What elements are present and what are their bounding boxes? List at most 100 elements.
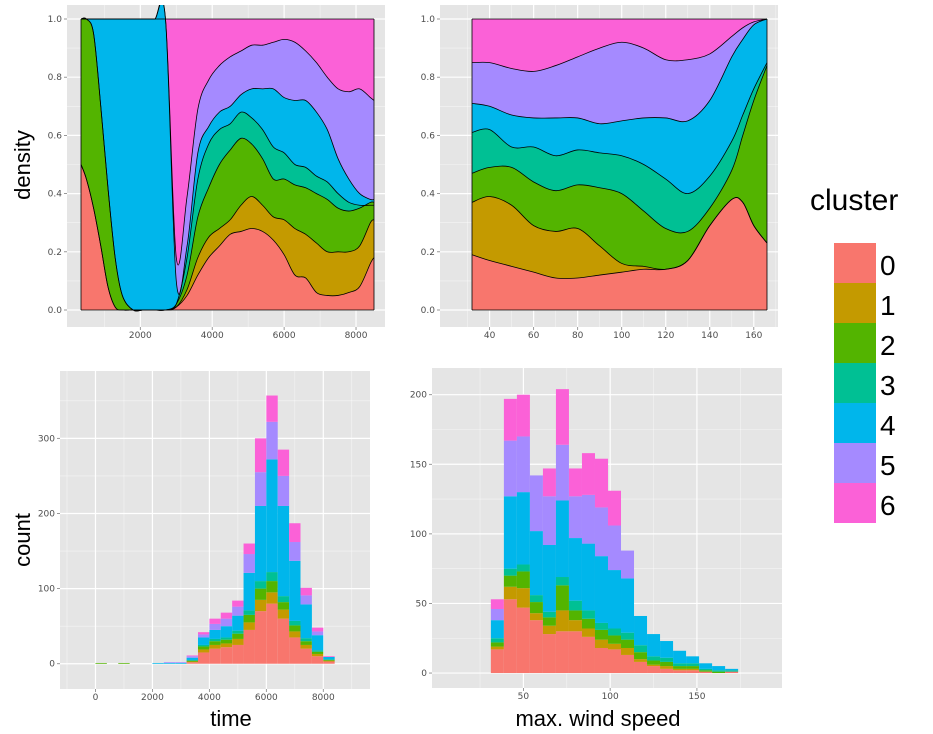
bar-cluster-1 [209,644,221,649]
bar-cluster-1 [647,664,661,667]
bar-cluster-6 [209,618,221,624]
bar-cluster-3 [254,581,267,589]
bar-cluster-4 [163,662,176,664]
bar-cluster-0 [581,636,595,674]
bar-cluster-6 [289,523,301,543]
bar-cluster-4 [660,641,674,658]
wind-histogram-panel: 50 100 150 0 50 100 150 200 [410,368,782,702]
bar-cluster-4 [152,662,164,664]
bar-cluster-4 [568,538,582,601]
bar-cluster-1 [323,660,335,662]
bar-cluster-0 [197,652,210,664]
bar-cluster-4 [647,634,661,657]
bar-cluster-1 [594,639,608,648]
bar-cluster-5 [289,542,301,561]
x-tick-label: 100 [613,331,630,341]
bar-cluster-3 [490,638,504,643]
bar-cluster-4 [673,650,687,664]
tick-labels: 40 60 80 100 120 140 160 0.0 0.2 0.4 0.6 0.8 1.0 [421,15,763,341]
bar-cluster-5 [220,618,233,627]
y-tick-label: 150 [410,460,427,470]
bar-cluster-6 [254,438,267,473]
bar-cluster-2 [686,666,700,669]
bar-cluster-3 [607,628,622,636]
legend-label-3: 3 [880,370,896,401]
bar-cluster-3 [673,663,687,667]
density-outline-cluster-2 [471,65,768,234]
bar-cluster-3 [568,600,582,611]
bar-cluster-3 [220,637,233,640]
bar-cluster-3 [289,620,301,626]
bar-cluster-0 [634,661,648,674]
bar-cluster-1 [277,609,290,619]
bar-cluster-6 [311,627,324,632]
y-tick-label: 0.0 [421,306,436,316]
density-band-cluster-0 [81,164,374,311]
legend-label-1: 1 [880,290,896,321]
legend-label-6: 6 [880,490,896,521]
x-tick-label: 6000 [255,693,278,703]
legend-key-1 [834,283,876,323]
y-tick-label: 1.0 [421,15,436,25]
y-tick-label: 100 [410,530,427,540]
bar-cluster-6 [607,490,622,526]
bar-cluster-2 [529,602,543,614]
bar-cluster-2 [647,660,661,665]
bar-cluster-4 [725,668,739,671]
bar-cluster-1 [254,599,267,612]
bar-cluster-4 [186,657,198,660]
bar-cluster-5 [197,634,210,638]
bar-cluster-5 [594,507,608,557]
bar-cluster-3 [323,659,335,660]
bar-cluster-5 [621,550,635,579]
bar-cluster-4 [243,572,255,611]
bar-cluster-4 [220,626,233,638]
bar-cluster-6 [594,458,608,508]
bar-cluster-2 [568,610,582,621]
bar-cluster-0 [311,656,324,664]
bar-cluster-2 [503,575,517,587]
legend-label-2: 2 [880,330,896,361]
tick-labels: 0 2000 4000 6000 8000 0 100 200 300 [38,434,335,703]
bar-cluster-4 [699,663,713,669]
bar-cluster-1 [503,586,517,600]
bar-cluster-4 [503,496,517,569]
bar-cluster-2 [634,652,648,660]
legend-key-2 [834,323,876,363]
x-tick-label: 120 [657,331,674,341]
bar-cluster-3 [186,659,198,661]
bar-cluster-1 [529,613,543,621]
bar-cluster-3 [516,564,530,572]
bar-cluster-1 [686,668,700,671]
y-tick-label: 300 [38,434,55,444]
bar-cluster-6 [490,599,504,610]
bar-cluster-3 [209,638,221,642]
bar-cluster-2 [266,581,278,593]
bar-cluster-2 [712,671,726,674]
bar-cluster-3 [529,595,543,603]
density-outline-cluster-5 [471,18,768,72]
bar-cluster-1 [607,643,622,650]
bar-cluster-5 [607,525,622,571]
legend-label-5: 5 [880,450,896,481]
bar-cluster-2 [311,651,324,654]
bar-cluster-0 [673,670,687,674]
bar-cluster-4 [516,492,530,565]
bar-cluster-3 [686,663,700,667]
bar-cluster-4 [490,620,504,639]
density-axis-title: density [10,130,35,200]
bar-cluster-6 [232,600,244,607]
bar-cluster-4 [555,500,569,578]
density-outline-cluster-1 [80,164,375,311]
bar-cluster-2 [197,646,210,650]
bar-cluster-4 [542,545,556,612]
bar-cluster-1 [660,666,674,669]
bar-cluster-2 [277,602,290,610]
bar-cluster-1 [542,625,556,635]
bar-cluster-0 [323,661,335,664]
bar-cluster-5 [232,606,244,616]
bar-cluster-5 [175,662,187,663]
bar-cluster-1 [220,643,233,648]
bar-cluster-4 [311,635,324,651]
bar-cluster-3 [266,572,278,582]
